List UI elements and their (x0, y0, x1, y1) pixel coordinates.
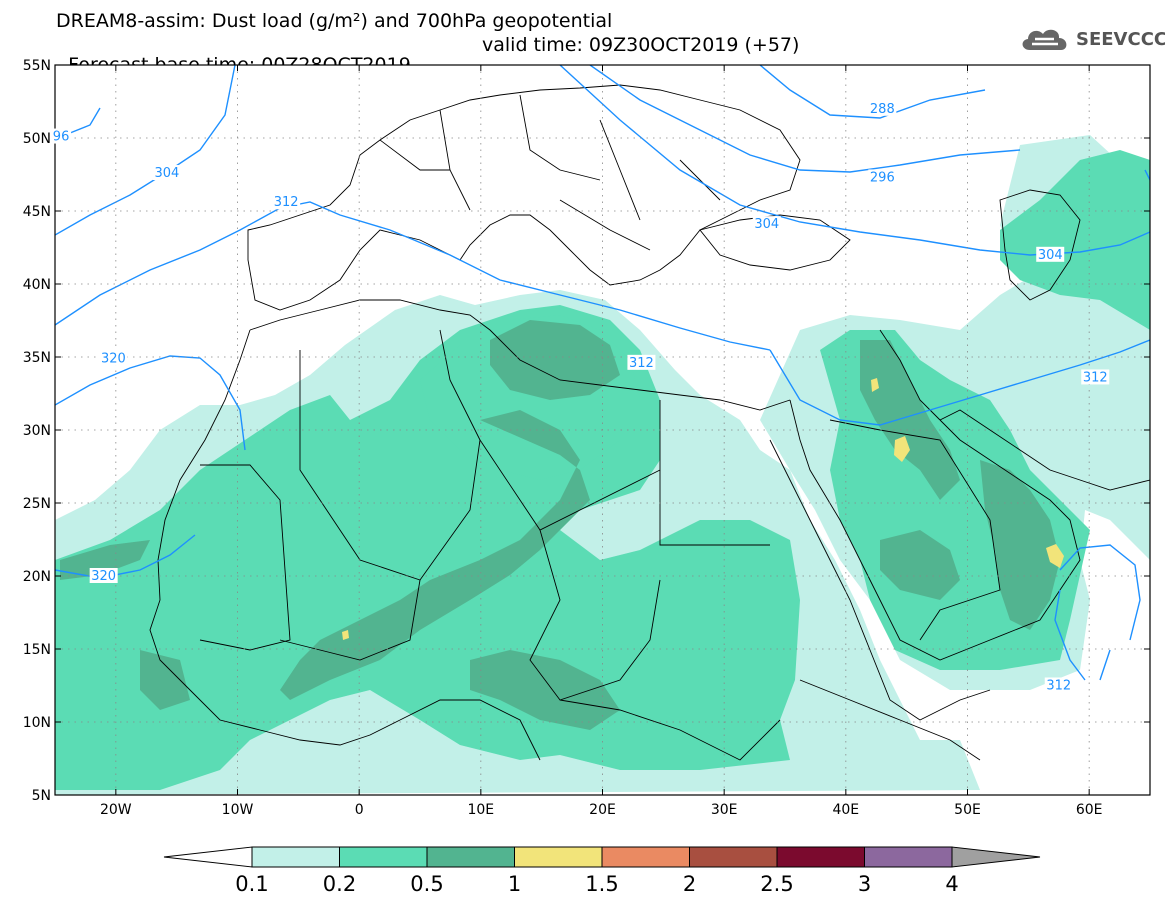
logo-text: SEEVCCC (1076, 28, 1165, 50)
map-title: DREAM8-assim: Dust load (g/m²) and 700hP… (56, 10, 613, 32)
contour-label-bg (868, 169, 897, 185)
contour-320-south (55, 534, 196, 579)
tick-label-lat: 5N (32, 788, 51, 804)
tick-label-lon: 20W (100, 802, 132, 818)
seevccc-logo: SEEVCCC (1018, 24, 1165, 54)
tick-label-lat: 15N (23, 642, 51, 658)
tick-label-lat: 40N (23, 277, 51, 293)
contour-label-bg (1036, 246, 1065, 262)
contour-label-bg (272, 194, 301, 210)
contour-312-south (1054, 544, 1141, 681)
contour-304-east (559, 65, 1150, 256)
contour-label: 304 (754, 217, 779, 232)
dust-region-high-libya (490, 320, 620, 400)
border-algeria (299, 329, 481, 581)
contour-288 (759, 65, 986, 119)
tick-label-lon: 10E (467, 802, 494, 818)
tick-label-lat: 50N (23, 131, 51, 147)
tick-label-lon: 0 (355, 802, 364, 818)
coastline-europe (247, 84, 801, 311)
tick-label-lon: 10W (222, 802, 254, 818)
border-egypt-sudan (659, 470, 770, 546)
border-saudi (829, 419, 1001, 641)
contour-label: 312 (274, 195, 299, 210)
coastline-red-sea (769, 439, 991, 721)
border-libya (479, 400, 661, 531)
contour-label-bg (51, 128, 72, 144)
border-nigeria (399, 699, 541, 761)
map-tick-labels: 20W 10W 0 10E 20E 30E 40E 50E 60E 5N 10N 15N 20N 25N 3… (23, 58, 1103, 818)
coastline-caspian (999, 189, 1081, 301)
contour-312-northeast (1144, 169, 1150, 181)
contour-label-bg (1044, 677, 1073, 693)
valid-time: valid time: 09Z30OCT2019 (+57) (482, 34, 800, 56)
map-ticks (55, 64, 1150, 796)
contour-312-west (55, 201, 771, 351)
contour-label-bg (627, 354, 656, 370)
dust-region-high-central (280, 410, 590, 700)
tick-label-lon: 20E (589, 802, 616, 818)
grid-lines (55, 65, 1150, 795)
tick-label-lat: 35N (23, 350, 51, 366)
tick-label-lon: 30E (711, 802, 738, 818)
contour-label-bg (152, 165, 181, 181)
contour-labels: 96 304 312 288 296 304 304 312 312 320 320 312 (51, 100, 1110, 694)
border-mali-mauritania (199, 464, 291, 651)
dust-region-high-sahel (470, 650, 620, 730)
tick-label-lat: 25N (23, 496, 51, 512)
dust-region-peak-oman (1046, 544, 1064, 568)
border-ethiopia (799, 679, 981, 761)
coastline-west-africa (149, 329, 401, 746)
contour-312-east (769, 339, 1150, 426)
border-central-africa (559, 699, 781, 761)
contour-label-bg (99, 350, 128, 366)
coastline-north-africa (249, 299, 791, 411)
tick-label-lon: 60E (1076, 802, 1103, 818)
dust-region-peak-syria (871, 378, 879, 392)
cloud-icon (1022, 29, 1067, 50)
coastline-iran (939, 409, 1150, 491)
dust-region-high-iraq (860, 340, 960, 500)
dust-region-high-arabia (880, 530, 960, 600)
coastline-arabia (789, 399, 1081, 661)
contour-label: 296 (870, 170, 895, 185)
tick-label-lon: 50E (954, 802, 981, 818)
contour-label: 312 (1083, 370, 1108, 385)
border-niger (279, 579, 421, 661)
contour-296-east (589, 65, 1021, 173)
contour-label: 96 (53, 130, 70, 145)
contour-label: 320 (101, 351, 126, 366)
tick-label-lon: 40E (832, 802, 859, 818)
contour-label-bg (868, 100, 897, 116)
contour-label: 320 (91, 569, 116, 584)
border-europe-internal (379, 94, 721, 251)
tick-label-lat: 10N (23, 715, 51, 731)
contour-label-bg (89, 568, 118, 583)
dust-region-peak-niger (342, 630, 349, 640)
dust-region-high-westafrica (60, 540, 190, 710)
contour-label: 304 (1038, 248, 1063, 263)
dust-region-peak-iraq (894, 436, 910, 462)
tick-label-lat: 45N (23, 204, 51, 220)
contour-label-bg (752, 216, 781, 232)
tick-label-lat: 20N (23, 569, 51, 585)
tick-label-lat: 55N (23, 58, 51, 74)
country-borders (149, 84, 1150, 761)
contour-label-bg (1081, 369, 1110, 385)
contour-label: 312 (629, 356, 654, 371)
tick-label-lat: 30N (23, 423, 51, 439)
contour-label: 312 (1046, 679, 1071, 694)
contour-label: 304 (155, 166, 180, 181)
contour-label: 288 (870, 102, 895, 117)
